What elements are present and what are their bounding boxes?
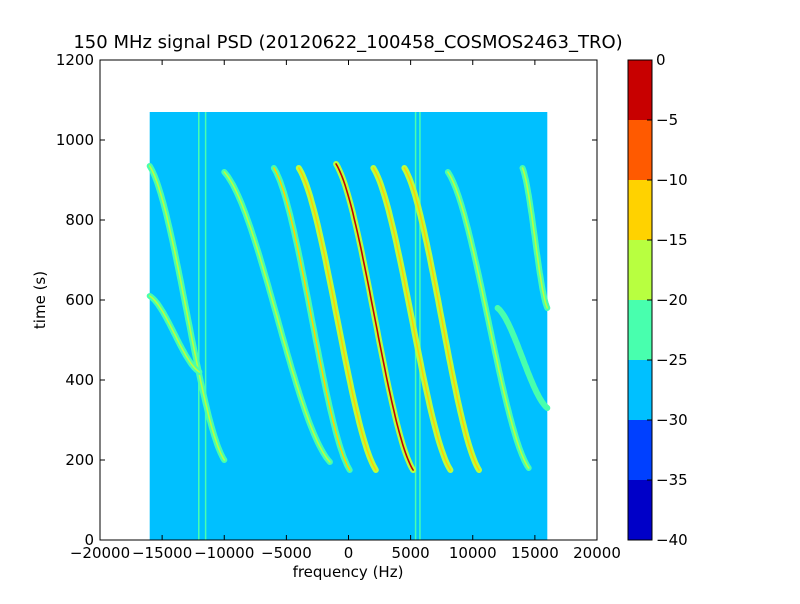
x-tick-label: 5000 (392, 544, 430, 562)
trace-core-2 (223, 171, 331, 463)
colorbar-band-2 (628, 360, 652, 420)
trace-core-3 (273, 167, 351, 471)
colorbar-band-5 (628, 180, 652, 240)
plot-area: −20000 −15000 −10000 −5000 0 5000 10000 15000 20… (56, 51, 621, 562)
x-tick-label: 15000 (511, 544, 559, 562)
y-axis: 0 200 400 600 800 1000 1200 (56, 51, 597, 549)
y-tick-label: 400 (65, 371, 94, 389)
colorbar-band-3 (628, 300, 652, 360)
y-tick-label: 800 (65, 211, 94, 229)
x-tick-label: −15000 (132, 544, 192, 562)
trace-core-10 (496, 307, 549, 409)
y-tick-label: 600 (65, 291, 94, 309)
colorbar-tick-label: −5 (656, 111, 678, 129)
colorbar-band-4 (628, 240, 652, 300)
x-tick-label: −20000 (70, 544, 130, 562)
colorbar-band-1 (628, 420, 652, 480)
heatmap-layer (146, 112, 551, 540)
colorbar-band-7 (628, 60, 652, 120)
colorbar-band-0 (628, 480, 652, 540)
y-tick-label: 0 (84, 531, 94, 549)
colorbar-tick-label: −15 (656, 231, 688, 249)
chart-title: 150 MHz signal PSD (20120622_100458_COSM… (73, 32, 622, 53)
x-tick-label: 20000 (573, 544, 621, 562)
y-tick-label: 1200 (56, 51, 94, 69)
x-axis-label: frequency (Hz) (293, 563, 404, 581)
x-tick-label: −10000 (194, 544, 254, 562)
trace-core-0 (148, 165, 226, 461)
colorbar-tick-label: −20 (656, 291, 688, 309)
x-tick-label: 10000 (449, 544, 497, 562)
colorbar: 0 −5 −10 −15 −20 −25 −30 −35 −40 (627, 51, 688, 549)
trace-core-7 (403, 167, 480, 471)
colorbar-band-6 (628, 120, 652, 180)
y-tick-label: 1000 (56, 131, 94, 149)
x-axis: −20000 −15000 −10000 −5000 0 5000 10000 15000 20… (70, 60, 621, 562)
x-tick-label: −5000 (261, 544, 312, 562)
trace-core-4 (298, 167, 377, 471)
colorbar-tick-label: −40 (656, 531, 688, 549)
colorbar-tick-label: −10 (656, 171, 688, 189)
colorbar-tick-label: −35 (656, 471, 688, 489)
trace-core-5 (335, 163, 414, 471)
y-axis-label: time (s) (31, 271, 49, 329)
x-tick-label: 0 (344, 544, 354, 562)
colorbar-tick-label: −30 (656, 411, 688, 429)
trace-core-9 (521, 167, 549, 309)
trace-core-1 (148, 295, 201, 373)
y-tick-label: 200 (65, 451, 94, 469)
colorbar-tick-label: −25 (656, 351, 688, 369)
trace-core-8 (447, 171, 530, 469)
trace-core-6 (372, 167, 452, 471)
colorbar-tick-label: 0 (656, 51, 666, 69)
